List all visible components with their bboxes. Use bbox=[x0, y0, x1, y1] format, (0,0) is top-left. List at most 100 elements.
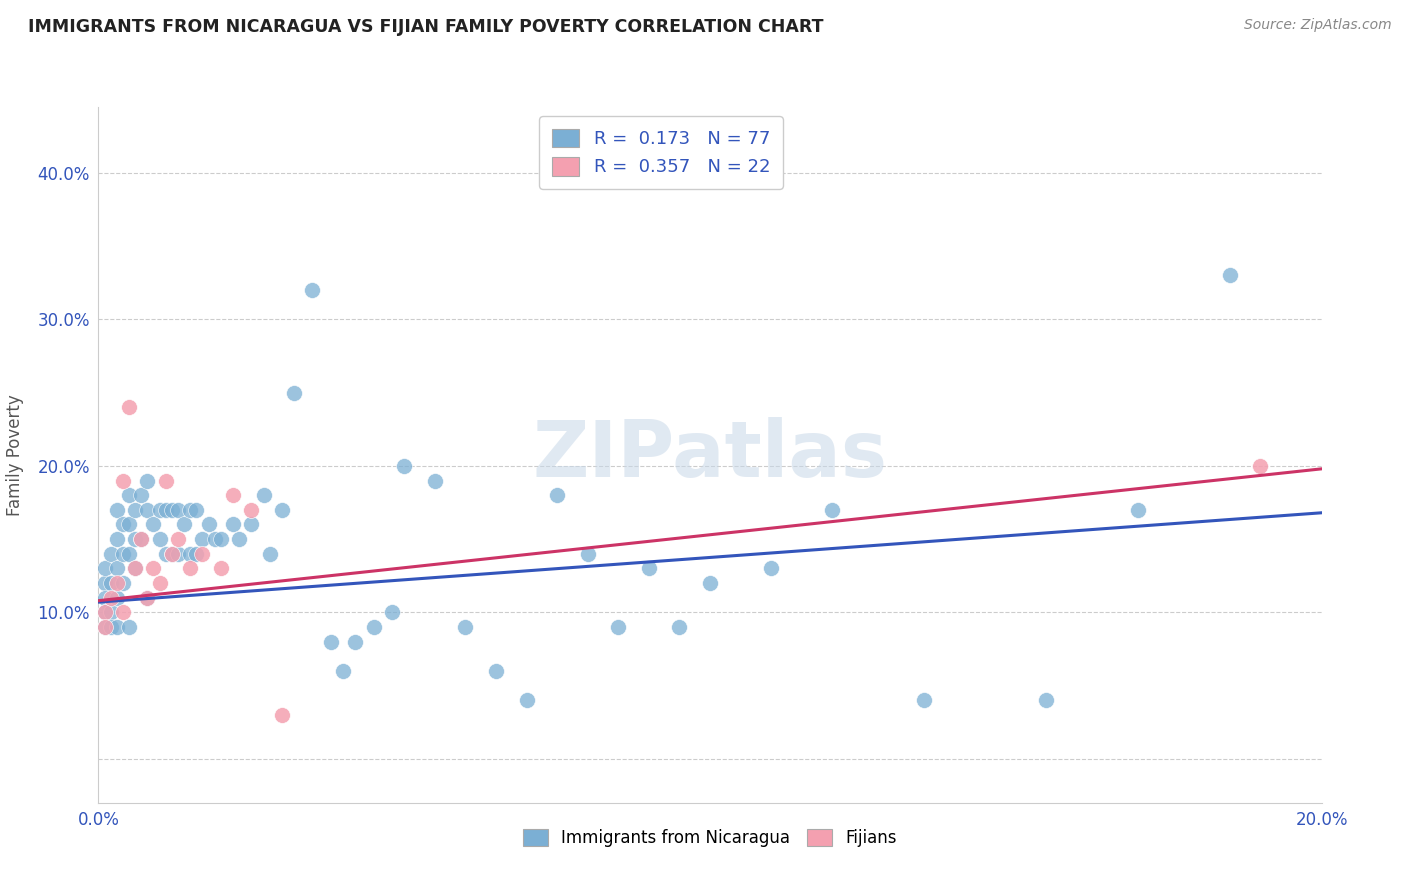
Point bbox=[186, 503, 208, 517]
Point bbox=[93, 620, 115, 634]
Point bbox=[111, 474, 134, 488]
Point bbox=[93, 591, 115, 605]
Point bbox=[124, 503, 146, 517]
Point bbox=[283, 385, 305, 400]
Point bbox=[142, 517, 165, 532]
Point bbox=[105, 503, 128, 517]
Point bbox=[149, 532, 172, 546]
Point bbox=[392, 458, 416, 473]
Point bbox=[454, 620, 477, 634]
Point bbox=[485, 664, 508, 678]
Point bbox=[100, 591, 122, 605]
Point bbox=[204, 532, 226, 546]
Point bbox=[136, 503, 159, 517]
Point bbox=[179, 561, 201, 575]
Point bbox=[191, 547, 214, 561]
Point bbox=[118, 517, 141, 532]
Point bbox=[136, 474, 159, 488]
Legend: Immigrants from Nicaragua, Fijians: Immigrants from Nicaragua, Fijians bbox=[513, 819, 907, 857]
Point bbox=[1035, 693, 1057, 707]
Point bbox=[111, 576, 134, 591]
Point bbox=[124, 561, 146, 575]
Point bbox=[240, 517, 263, 532]
Point bbox=[222, 488, 245, 502]
Point bbox=[167, 503, 190, 517]
Point bbox=[136, 591, 159, 605]
Point bbox=[93, 606, 115, 620]
Point bbox=[124, 532, 146, 546]
Point bbox=[124, 561, 146, 575]
Point bbox=[100, 620, 122, 634]
Point bbox=[423, 474, 446, 488]
Point bbox=[100, 547, 122, 561]
Point bbox=[381, 606, 404, 620]
Point bbox=[259, 547, 281, 561]
Point bbox=[105, 620, 128, 634]
Point bbox=[576, 547, 599, 561]
Point bbox=[160, 503, 183, 517]
Point bbox=[222, 517, 245, 532]
Point bbox=[546, 488, 568, 502]
Point bbox=[105, 591, 128, 605]
Point bbox=[149, 503, 172, 517]
Y-axis label: Family Poverty: Family Poverty bbox=[6, 394, 24, 516]
Point bbox=[270, 503, 292, 517]
Point bbox=[160, 547, 183, 561]
Point bbox=[191, 532, 214, 546]
Point bbox=[344, 634, 367, 648]
Point bbox=[129, 488, 152, 502]
Point bbox=[111, 547, 134, 561]
Point bbox=[111, 606, 134, 620]
Point bbox=[363, 620, 385, 634]
Point bbox=[1128, 503, 1150, 517]
Point bbox=[155, 474, 177, 488]
Point bbox=[301, 283, 323, 297]
Point bbox=[1249, 458, 1271, 473]
Point bbox=[93, 620, 115, 634]
Point bbox=[197, 517, 219, 532]
Point bbox=[160, 547, 183, 561]
Point bbox=[319, 634, 342, 648]
Point bbox=[209, 561, 232, 575]
Point bbox=[111, 517, 134, 532]
Point bbox=[179, 547, 201, 561]
Point bbox=[270, 707, 292, 722]
Point bbox=[142, 561, 165, 575]
Point bbox=[167, 532, 190, 546]
Point bbox=[179, 503, 201, 517]
Point bbox=[240, 503, 263, 517]
Point bbox=[912, 693, 935, 707]
Text: ZIPatlas: ZIPatlas bbox=[533, 417, 887, 493]
Point bbox=[93, 606, 115, 620]
Point bbox=[105, 561, 128, 575]
Point bbox=[173, 517, 195, 532]
Point bbox=[186, 547, 208, 561]
Point bbox=[105, 532, 128, 546]
Point bbox=[167, 547, 190, 561]
Point bbox=[699, 576, 721, 591]
Point bbox=[332, 664, 354, 678]
Point bbox=[118, 547, 141, 561]
Point bbox=[105, 576, 128, 591]
Point bbox=[252, 488, 274, 502]
Point bbox=[516, 693, 538, 707]
Point bbox=[136, 591, 159, 605]
Point bbox=[607, 620, 630, 634]
Point bbox=[93, 561, 115, 575]
Point bbox=[155, 503, 177, 517]
Point bbox=[118, 401, 141, 415]
Point bbox=[228, 532, 250, 546]
Point bbox=[149, 576, 172, 591]
Point bbox=[637, 561, 661, 575]
Point bbox=[155, 547, 177, 561]
Point bbox=[129, 532, 152, 546]
Point bbox=[118, 488, 141, 502]
Text: IMMIGRANTS FROM NICARAGUA VS FIJIAN FAMILY POVERTY CORRELATION CHART: IMMIGRANTS FROM NICARAGUA VS FIJIAN FAMI… bbox=[28, 18, 824, 36]
Text: Source: ZipAtlas.com: Source: ZipAtlas.com bbox=[1244, 18, 1392, 32]
Point bbox=[100, 606, 122, 620]
Point bbox=[93, 576, 115, 591]
Point bbox=[821, 503, 844, 517]
Point bbox=[129, 532, 152, 546]
Point bbox=[1219, 268, 1241, 283]
Point bbox=[100, 576, 122, 591]
